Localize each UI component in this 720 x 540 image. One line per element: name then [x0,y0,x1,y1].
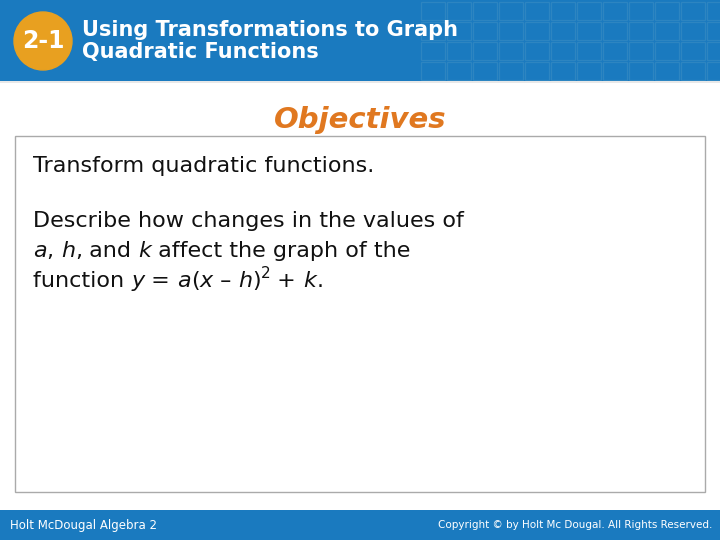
Bar [603,62,627,80]
Bar [551,62,575,80]
Bar [655,22,679,40]
Bar [707,2,720,20]
Text: and: and [82,241,138,261]
Text: a: a [177,271,191,291]
Bar [681,22,705,40]
Bar [629,22,653,40]
Text: Objectives: Objectives [274,106,446,134]
Text: .: . [316,271,323,291]
Bar [499,22,523,40]
Text: k: k [303,271,316,291]
Text: =: = [145,271,177,291]
Bar [577,2,601,20]
Text: h: h [60,241,75,261]
Bar [473,62,497,80]
Bar [629,42,653,60]
Bar [0,510,720,540]
Bar [551,2,575,20]
Text: ): ) [252,271,261,291]
Bar [707,42,720,60]
Text: +: + [271,271,303,291]
Text: h: h [238,271,252,291]
Bar [603,42,627,60]
Bar [499,42,523,60]
Text: 2: 2 [261,266,271,280]
Text: affect the graph of the: affect the graph of the [151,241,410,261]
Bar [15,136,705,492]
Bar [629,62,653,80]
Bar [681,62,705,80]
Text: function: function [33,271,131,291]
Bar [0,0,720,82]
Text: Using Transformations to Graph: Using Transformations to Graph [82,20,458,40]
Bar [577,22,601,40]
Bar [421,22,445,40]
Bar [551,22,575,40]
Bar [421,62,445,80]
Bar [447,22,471,40]
Text: Describe how changes in the values of: Describe how changes in the values of [33,211,464,231]
Bar [707,62,720,80]
Bar [655,2,679,20]
Text: ,: , [75,241,82,261]
Bar [577,62,601,80]
Bar [473,42,497,60]
Bar [0,82,720,510]
Bar [525,62,549,80]
Text: y: y [131,271,145,291]
Text: Transform quadratic functions.: Transform quadratic functions. [33,156,374,176]
Circle shape [14,12,72,70]
Bar [603,22,627,40]
Text: x: x [199,271,212,291]
Text: ,: , [47,241,53,261]
Bar [525,22,549,40]
Bar [603,2,627,20]
Text: Copyright © by Holt Mc Dougal. All Rights Reserved.: Copyright © by Holt Mc Dougal. All Right… [438,520,712,530]
Bar [0,81,720,83]
Bar [421,2,445,20]
Text: 2-1: 2-1 [22,29,64,53]
Bar [681,42,705,60]
Text: Holt McDougal Algebra 2: Holt McDougal Algebra 2 [10,518,157,531]
Bar [447,42,471,60]
Bar [447,62,471,80]
Text: a: a [33,241,47,261]
Bar [655,62,679,80]
Text: –: – [212,271,238,291]
Bar [473,2,497,20]
Bar [525,42,549,60]
Bar [525,2,549,20]
Bar [499,62,523,80]
Bar [655,42,679,60]
Bar [707,22,720,40]
Text: (: ( [191,271,199,291]
Bar [681,2,705,20]
Bar [447,2,471,20]
Bar [499,2,523,20]
Bar [421,42,445,60]
Bar [577,42,601,60]
Text: Quadratic Functions: Quadratic Functions [82,42,319,62]
Text: k: k [138,241,151,261]
Bar [551,42,575,60]
Bar [629,2,653,20]
Bar [473,22,497,40]
